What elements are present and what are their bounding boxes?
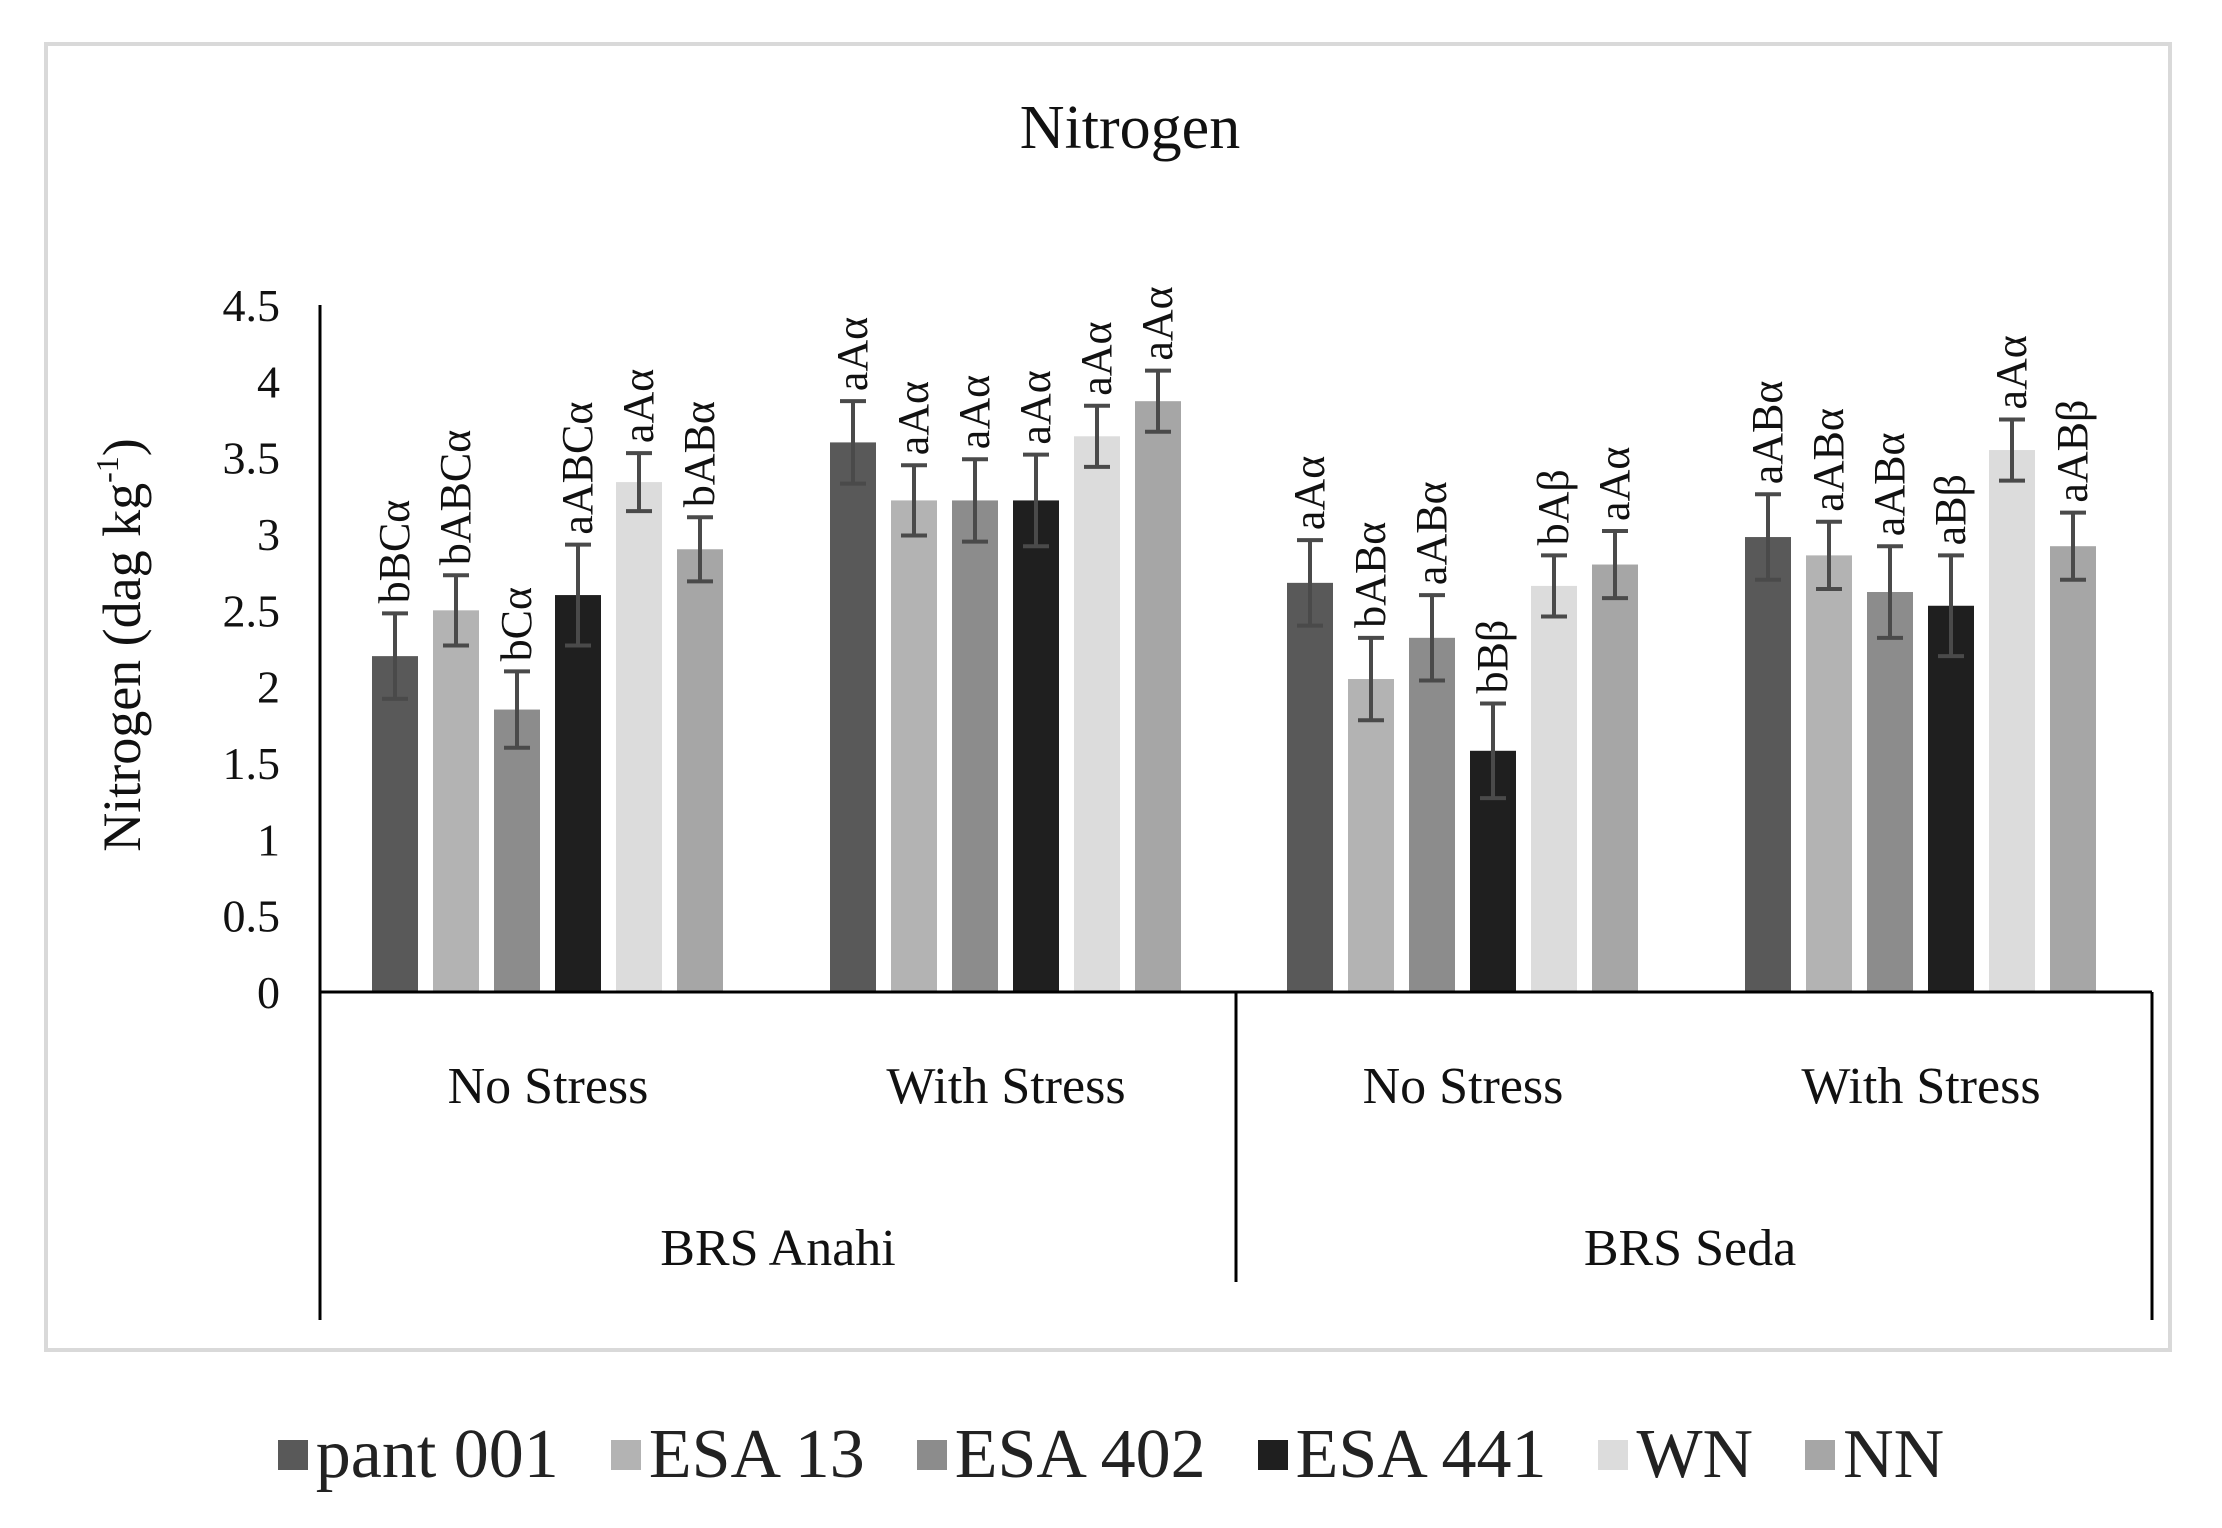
x-subgroup-label: No Stress <box>1363 1058 1564 1115</box>
bars-layer: bBCαaAαaAαaABαbABCαaAαbABαaABαbCαaAαaABα… <box>370 286 2097 992</box>
bar-nn <box>1135 401 1181 992</box>
significance-letter: aAα <box>1072 321 1121 395</box>
significance-letter: aAα <box>1285 456 1334 530</box>
y-axis-label-superscript: -1 <box>89 456 125 483</box>
legend-swatch <box>277 1440 308 1470</box>
y-tick-label: 4.5 <box>223 280 281 331</box>
y-axis-label: Nitrogen (dag kg-1) <box>89 438 152 852</box>
y-tick-label: 3.5 <box>223 433 281 484</box>
legend-label: pant 001 <box>315 1416 559 1493</box>
legend-swatch <box>1257 1440 1288 1470</box>
significance-letter: aABα <box>1804 408 1853 512</box>
x-subgroup-label: With Stress <box>1801 1058 2040 1115</box>
y-tick-label: 0.5 <box>223 891 281 942</box>
significance-letter: aAα <box>1011 370 1060 444</box>
significance-letter: aAα <box>614 369 663 443</box>
bar-esa-441 <box>1013 500 1059 992</box>
legend-item: NN <box>1805 1420 1944 1490</box>
legend-item: WN <box>1598 1420 1753 1490</box>
x-axis-labels: No Stress With Stress BRS Anahi No Stress Wi… <box>448 1058 2041 1277</box>
x-subgroup-label: No Stress <box>448 1058 649 1115</box>
y-tick-label: 0 <box>257 967 280 1018</box>
significance-letter: bCα <box>492 587 541 661</box>
significance-letter: bABα <box>1346 522 1395 628</box>
bar-nn <box>1592 564 1638 992</box>
bar-esa-402 <box>952 500 998 992</box>
bar-wn <box>1074 436 1120 992</box>
y-tick-label: 1 <box>257 814 280 865</box>
significance-letter: bABα <box>675 401 724 507</box>
bar-esa-441 <box>555 595 601 992</box>
legend: pant 001 ESA 13 ESA 402 ESA 441 WN NN <box>0 1405 2222 1505</box>
legend-item: pant 001 <box>277 1416 559 1493</box>
legend-label: NN <box>1843 1416 1945 1493</box>
y-tick-label: 2.5 <box>223 585 281 636</box>
y-tick-label: 1.5 <box>223 738 281 789</box>
significance-letter: aAα <box>950 375 999 449</box>
y-tick-label: 3 <box>257 509 280 560</box>
bar-pant-001 <box>372 656 418 992</box>
significance-letter: aABα <box>1865 432 1914 536</box>
y-axis-label-main: Nitrogen (dag kg <box>92 483 152 852</box>
legend-label: WN <box>1636 1416 1754 1493</box>
legend-item: ESA 402 <box>916 1416 1206 1493</box>
bar-esa-13 <box>891 500 937 992</box>
legend-item: ESA 13 <box>610 1416 865 1493</box>
significance-letter: aAα <box>1133 286 1182 360</box>
bar-esa-13 <box>1348 679 1394 992</box>
bar-pant-001 <box>1287 582 1333 992</box>
legend-label: ESA 441 <box>1295 1416 1547 1493</box>
bar-esa-402 <box>494 709 540 992</box>
bar-esa-402 <box>1867 592 1913 992</box>
significance-letter: aAα <box>828 317 877 391</box>
significance-letter: bABCα <box>431 430 480 566</box>
bar-esa-13 <box>1806 555 1852 992</box>
legend-swatch <box>916 1440 947 1470</box>
significance-letter: aBβ <box>1926 474 1975 545</box>
significance-letter: bBCα <box>370 500 419 604</box>
bar-esa-402 <box>1409 637 1455 992</box>
bar-wn <box>1531 585 1577 992</box>
legend-label: ESA 402 <box>954 1416 1206 1493</box>
bar-wn <box>616 482 662 992</box>
bar-nn <box>677 549 723 992</box>
bar-nn <box>2050 546 2096 992</box>
legend-swatch <box>610 1440 641 1470</box>
significance-letter: aABα <box>1407 481 1456 585</box>
significance-letter: aABβ <box>2048 400 2097 503</box>
significance-letter: aAα <box>1987 335 2036 409</box>
y-tick-label: 2 <box>257 662 280 713</box>
y-axis-ticks: 0 0.5 1 1.5 2 2.5 3 3.5 4 4.5 <box>223 280 281 1018</box>
x-group-label: BRS Seda <box>1584 1220 1796 1277</box>
legend-swatch <box>1805 1440 1836 1470</box>
significance-letter: aAα <box>889 381 938 455</box>
x-group-label: BRS Anahi <box>660 1220 896 1277</box>
y-axis-label-close: ) <box>92 438 152 456</box>
legend-label: ESA 13 <box>648 1416 865 1493</box>
legend-item: ESA 441 <box>1257 1416 1547 1493</box>
legend-swatch <box>1598 1440 1629 1470</box>
bar-pant-001 <box>830 442 876 992</box>
bar-wn <box>1989 450 2035 992</box>
significance-letter: aABα <box>1743 381 1792 485</box>
significance-letter: aAα <box>1590 447 1639 521</box>
significance-letter: aABCα <box>553 402 602 535</box>
bar-esa-441 <box>1928 605 1974 992</box>
y-tick-label: 4 <box>257 356 280 407</box>
x-subgroup-label: With Stress <box>886 1058 1125 1115</box>
bar-esa-13 <box>433 610 479 992</box>
bar-pant-001 <box>1745 537 1791 992</box>
significance-letter: bAβ <box>1529 469 1578 545</box>
axes-layer <box>318 305 2154 1320</box>
chart-title: Nitrogen <box>1020 94 1240 162</box>
significance-letter: bBβ <box>1468 620 1517 694</box>
